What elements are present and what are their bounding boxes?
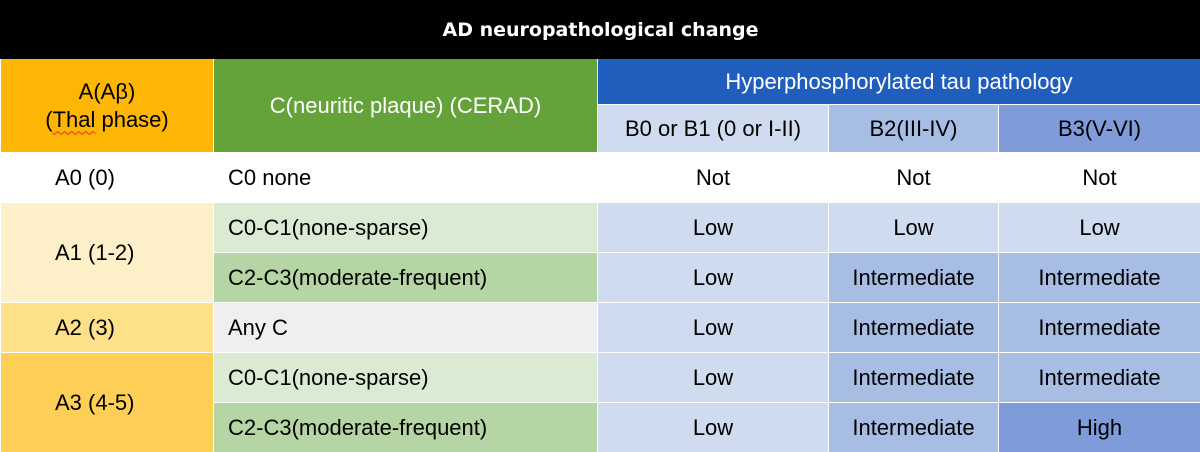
cell-b3: Low (997, 202, 1200, 253)
cell-a: A2 (3) (0, 302, 214, 353)
cell-b3: Intermediate (997, 252, 1200, 303)
cell-c: C2-C3(moderate-frequent) (213, 252, 598, 303)
table-row: A0 (0) C0 none Not Not Not (0, 152, 1200, 203)
header-a-thal-phase: A(Aβ) (Thal phase) (0, 58, 214, 153)
header-c-neuritic-plaque: C(neuritic plaque) (CERAD) (213, 58, 598, 153)
cell-b3: Intermediate (997, 302, 1200, 353)
cell-a: A3 (4-5) (0, 352, 214, 452)
cell-b3: Intermediate (997, 352, 1200, 403)
cell-c: C2-C3(moderate-frequent) (213, 402, 598, 452)
header-b3: B3(V-VI) (997, 104, 1200, 153)
header-b2: B2(III-IV) (828, 104, 999, 153)
header-row-1: A(Aβ) (Thal phase) C(neuritic plaque) (C… (0, 58, 1200, 153)
cell-b2: Low (828, 202, 999, 253)
cell-c: C0-C1(none-sparse) (213, 352, 598, 403)
cell-b2: Intermediate (828, 402, 999, 452)
table-row: C2-C3(moderate-frequent) Low Intermediat… (1, 252, 1200, 303)
cell-c: C0 none (213, 152, 598, 203)
title-row: AD neuropathological change (0, 0, 1200, 59)
header-a-line1: A(Aβ) (78, 78, 136, 104)
cell-b0: Not (597, 152, 829, 203)
header-tau-pathology: Hyperphosphorylated tau pathology (596, 58, 1200, 105)
cell-b0: Low (597, 302, 829, 353)
header-b0-b1: B0 or B1 (0 or I-II) (597, 104, 829, 153)
cell-a: A1 (1-2) (0, 202, 214, 303)
cell-c: C0-C1(none-sparse) (213, 202, 598, 253)
table-row: A2 (3) Any C Low Intermediate Intermedia… (0, 302, 1200, 353)
cell-b0: Low (597, 402, 829, 452)
table-row: A1 (1-2) C0-C1(none-sparse) Low Low Low (0, 202, 1200, 303)
cell-b3: High (997, 402, 1200, 452)
cell-b2: Intermediate (828, 252, 999, 303)
table-row: A3 (4-5) C0-C1(none-sparse) Low Intermed… (0, 352, 1200, 452)
cell-b0: Low (597, 202, 829, 253)
table-title: AD neuropathological change (0, 0, 1200, 59)
cell-a: A0 (0) (0, 152, 214, 203)
cell-c: Any C (213, 302, 598, 353)
header-row-2: B0 or B1 (0 or I-II) B2(III-IV) B3(V-VI) (1, 104, 1200, 153)
cell-b2: Intermediate (828, 302, 999, 353)
header-a-thal-word: Thal (52, 106, 96, 132)
cell-b0: Low (597, 352, 829, 403)
cell-b3: Not (997, 152, 1200, 203)
table-row: C2-C3(moderate-frequent) Low Intermediat… (1, 402, 1200, 452)
cell-b0: Low (597, 252, 829, 303)
cell-b2: Intermediate (828, 352, 999, 403)
cell-b2: Not (828, 152, 999, 203)
